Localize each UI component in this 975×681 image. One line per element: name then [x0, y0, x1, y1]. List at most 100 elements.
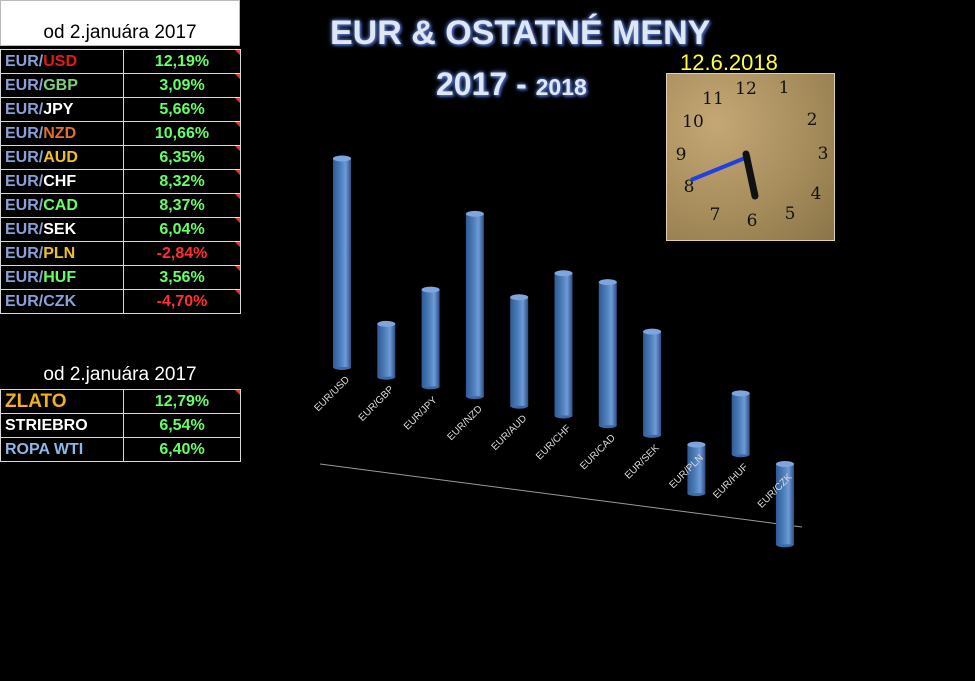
- currency-row: EUR/NZD 10,66%: [0, 121, 241, 146]
- currency-row: EUR/CZK -4,70%: [0, 289, 241, 314]
- pair-base: EUR: [5, 100, 39, 118]
- bar: [731, 390, 750, 458]
- year-main: 2017: [436, 66, 508, 102]
- x-tick-label: EUR/NZD: [446, 404, 485, 443]
- currency-pair-cell: EUR/NZD: [0, 121, 124, 146]
- commodity-change-value: 6,40%: [159, 440, 205, 458]
- currency-change-cell: 3,09%: [123, 73, 241, 98]
- currency-row: EUR/SEK 6,04%: [0, 217, 241, 242]
- currency-change-cell: 5,66%: [123, 97, 241, 122]
- currency-change-value: -2,84%: [156, 244, 208, 262]
- commodity-name: ZLATO: [5, 390, 67, 412]
- currency-pair-cell: EUR/PLN: [0, 241, 124, 266]
- bar: [554, 270, 573, 419]
- currency-pair-cell: EUR/HUF: [0, 265, 124, 290]
- commodity-name: STRIEBRO: [5, 416, 88, 434]
- bar-body: [465, 213, 484, 397]
- bar-body: [377, 323, 396, 377]
- currency-change-value: 3,09%: [159, 76, 205, 94]
- currency-pair-cell: EUR/GBP: [0, 73, 124, 98]
- pair-separator: /: [38, 172, 44, 190]
- commodity-row: ROPA WTI 6,40%: [0, 437, 241, 462]
- pair-quote: CHF: [43, 172, 77, 190]
- pair-base: EUR: [5, 172, 39, 190]
- currency-change-value: 6,35%: [159, 148, 205, 166]
- clock-number: 2: [806, 110, 818, 130]
- pair-quote: PLN: [43, 244, 76, 262]
- pair-base: EUR: [5, 244, 39, 262]
- pair-separator: /: [38, 100, 44, 118]
- currency-row: EUR/CAD 8,37%: [0, 193, 241, 218]
- currency-change-cell: 8,37%: [123, 193, 241, 218]
- pair-base: EUR: [5, 124, 39, 142]
- bar: [643, 328, 662, 438]
- bar: [510, 294, 529, 409]
- currency-row: EUR/JPY 5,66%: [0, 97, 241, 122]
- currency-change-value: 10,66%: [154, 124, 210, 142]
- clock-number: 4: [810, 184, 822, 204]
- pair-base: EUR: [5, 76, 39, 94]
- clock-number: 3: [817, 144, 829, 164]
- currency-table: EUR/USD 12,19% EUR/GBP 3,09% EUR/JPY 5,66% EUR…: [0, 49, 241, 314]
- bar-body: [333, 158, 351, 367]
- bar-top-cap: [776, 461, 794, 467]
- bar-top-cap: [421, 286, 440, 293]
- currency-pair-cell: EUR/USD: [0, 49, 124, 74]
- period-header-box: od 2.januára 2017: [0, 0, 240, 46]
- x-tick-label: EUR/CHF: [534, 423, 573, 462]
- currency-change-cell: 10,66%: [123, 121, 241, 146]
- pair-base: EUR: [5, 292, 39, 310]
- currency-pair-cell: EUR/CAD: [0, 193, 124, 218]
- commodity-row: STRIEBRO 6,54%: [0, 413, 241, 438]
- currency-pair-cell: EUR/SEK: [0, 217, 124, 242]
- clock-date: 12.6.2018: [680, 50, 778, 75]
- currency-row: EUR/CHF 8,32%: [0, 169, 241, 194]
- currency-change-value: 12,19%: [154, 52, 210, 70]
- currency-change-cell: 3,56%: [123, 265, 241, 290]
- bar-body: [554, 273, 573, 416]
- clock-number: 11: [702, 89, 724, 109]
- x-tick-label: EUR/SEK: [623, 442, 662, 481]
- currency-change-cell: 8,32%: [123, 169, 241, 194]
- currency-change-value: 6,04%: [159, 220, 205, 238]
- currency-change-value: 3,56%: [159, 268, 205, 286]
- currency-pair-cell: EUR/CZK: [0, 289, 124, 314]
- bar-body: [510, 297, 529, 406]
- clock-number: 9: [675, 145, 687, 165]
- page-title: EUR & OSTATNÉ MENY: [330, 14, 711, 52]
- pair-base: EUR: [5, 268, 39, 286]
- year-separator: -: [507, 66, 536, 102]
- bar: [776, 461, 794, 548]
- hour-hand: [742, 150, 759, 200]
- pair-quote: GBP: [43, 76, 78, 94]
- clock-hands: [690, 150, 759, 200]
- bar: [421, 286, 440, 390]
- x-axis-line: [319, 463, 803, 528]
- clock-number: 8: [683, 177, 695, 197]
- currency-pair-cell: EUR/JPY: [0, 97, 124, 122]
- pair-quote: CAD: [43, 196, 78, 214]
- bar: [333, 155, 351, 370]
- commodities-table: ZLATO 12,79% STRIEBRO 6,54% ROPA WTI 6,40%: [0, 389, 241, 462]
- pair-separator: /: [38, 52, 44, 70]
- pair-separator: /: [38, 268, 44, 286]
- bar-top-cap: [510, 294, 529, 301]
- pair-quote: USD: [43, 52, 78, 70]
- currency-row: EUR/HUF 3,56%: [0, 265, 241, 290]
- bar-body: [731, 393, 750, 455]
- bar: [598, 279, 617, 429]
- clock-number: 7: [709, 205, 721, 225]
- bar-top-cap: [643, 328, 662, 335]
- pair-separator: /: [38, 124, 44, 142]
- bar-top-cap: [465, 210, 484, 217]
- pair-quote: AUD: [43, 148, 78, 166]
- currency-change-value: -4,70%: [156, 292, 208, 310]
- bar-top-cap: [554, 270, 573, 277]
- x-tick-label: EUR/AUD: [490, 413, 530, 453]
- bar: [687, 441, 706, 497]
- currency-row: EUR/GBP 3,09%: [0, 73, 241, 98]
- currency-pair-cell: EUR/CHF: [0, 169, 124, 194]
- commodity-change-value: 6,54%: [159, 416, 205, 434]
- bar-body: [421, 289, 440, 387]
